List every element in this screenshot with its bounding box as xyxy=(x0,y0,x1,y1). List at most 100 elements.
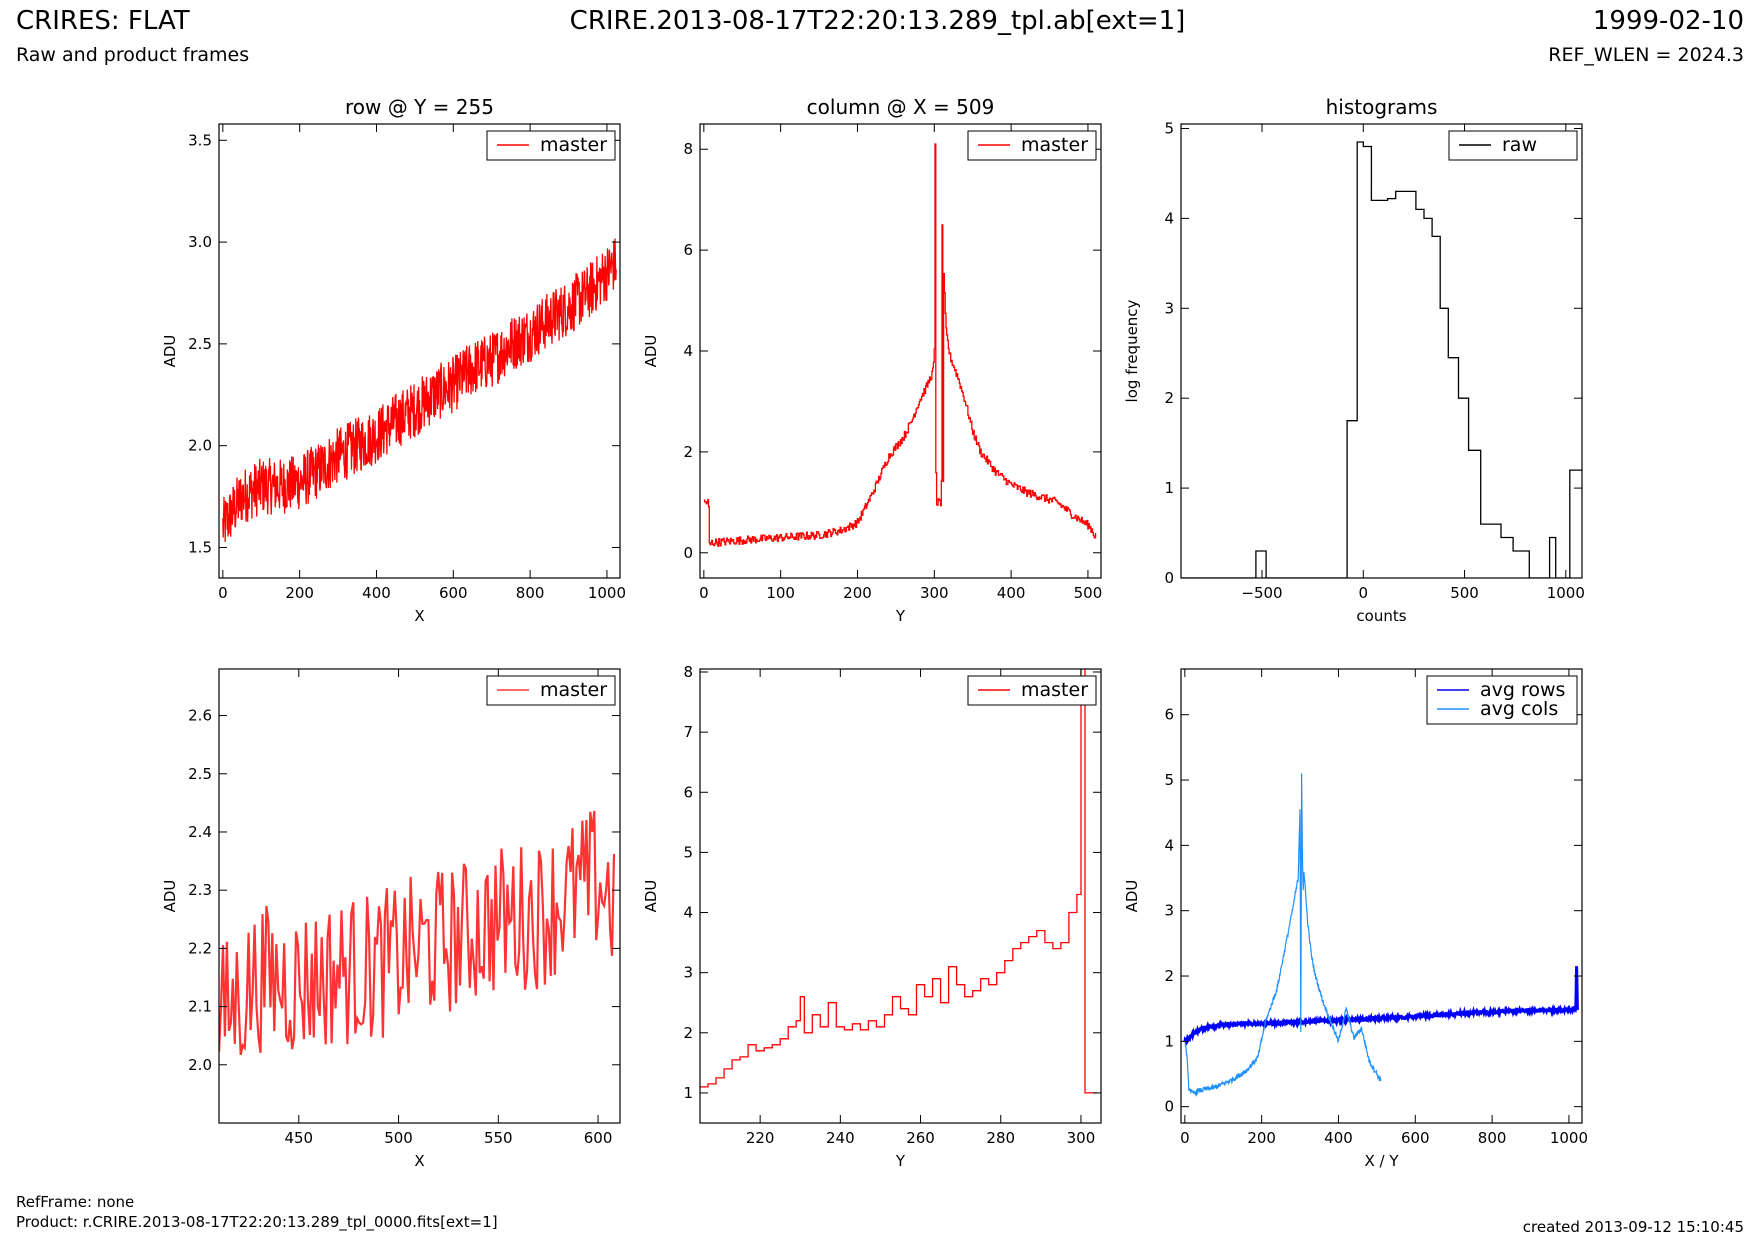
panel-2-xtick-label: 100 xyxy=(766,584,795,602)
panel-5-xtick-label: 280 xyxy=(986,1129,1015,1147)
panel-5-frame xyxy=(699,668,1102,1124)
panel-3-ytick-label: 3 xyxy=(1164,299,1174,317)
panel-1-series-master xyxy=(222,238,617,543)
panel-4-ylabel: ADU xyxy=(161,880,179,913)
panel-6-series-avg-cols xyxy=(1184,773,1382,1098)
panel-3-xtick-label: 500 xyxy=(1450,584,1479,602)
panel-1-legend-label: master xyxy=(540,134,607,156)
panel-6-legend-label: avg cols xyxy=(1480,698,1558,720)
panel-6-ytick-label: 0 xyxy=(1164,1098,1174,1116)
panel-4-series-master xyxy=(219,810,616,1056)
panel-4-xtick-label: 500 xyxy=(384,1129,413,1147)
panel-1-ytick-label: 3.5 xyxy=(188,131,212,149)
panel-6-xtick-label: 600 xyxy=(1401,1129,1430,1147)
panel-3-ytick-label: 0 xyxy=(1164,569,1174,587)
panel-2-frame xyxy=(699,123,1102,579)
panel-4-ytick-label: 2.6 xyxy=(188,707,212,725)
panel-1-ylabel: ADU xyxy=(161,335,179,368)
panel-2-xtick-label: 400 xyxy=(997,584,1026,602)
panel-5-ylabel: ADU xyxy=(642,880,660,913)
panel-4-xtick-label: 600 xyxy=(584,1129,613,1147)
panel-2-ytick-label: 0 xyxy=(683,544,693,562)
panel-2-xtick-label: 0 xyxy=(699,584,709,602)
panel-5-ytick-label: 2 xyxy=(683,1024,693,1042)
panel-6-xtick-label: 1000 xyxy=(1550,1129,1588,1147)
refframe-note: RefFrame: none xyxy=(16,1193,135,1211)
panel-6-ytick-label: 6 xyxy=(1164,706,1174,724)
panel-5-xtick-label: 240 xyxy=(826,1129,855,1147)
panel-5-xtick-label: 220 xyxy=(746,1129,775,1147)
panel-5-xtick-label: 300 xyxy=(1067,1129,1096,1147)
panel-3-ytick-label: 1 xyxy=(1164,479,1174,497)
panel-6-ytick-label: 1 xyxy=(1164,1032,1174,1050)
panel-2-ytick-label: 8 xyxy=(683,140,693,158)
panel-1-ytick-label: 2.0 xyxy=(188,437,212,455)
panel-5-xlabel: Y xyxy=(895,1152,906,1170)
panel-4-ytick-label: 2.4 xyxy=(188,823,212,841)
panel-6-ytick-label: 2 xyxy=(1164,967,1174,985)
panel-5-ytick-label: 6 xyxy=(683,783,693,801)
panel-1-title: row @ Y = 255 xyxy=(345,95,494,119)
panel-1-xtick-label: 200 xyxy=(285,584,314,602)
panel-1-xtick-label: 0 xyxy=(218,584,228,602)
panel-6-xtick-label: 400 xyxy=(1324,1129,1353,1147)
panel-1-ytick-label: 1.5 xyxy=(188,538,212,556)
panel-6-xlabel: X / Y xyxy=(1364,1152,1399,1170)
panel-4-xtick-label: 550 xyxy=(484,1129,513,1147)
panel-3-ytick-label: 2 xyxy=(1164,389,1174,407)
panel-1-ytick-label: 3.0 xyxy=(188,233,212,251)
panel-5-ytick-label: 3 xyxy=(683,964,693,982)
panel-1-xtick-label: 800 xyxy=(516,584,545,602)
panel-5-ytick-label: 7 xyxy=(683,723,693,741)
panel-2-ytick-label: 2 xyxy=(683,443,693,461)
panel-5-xtick-label: 260 xyxy=(906,1129,935,1147)
panel-3-xtick-label: 0 xyxy=(1358,584,1368,602)
panel-5-series-master xyxy=(700,669,1097,1094)
panel-6-ytick-label: 5 xyxy=(1164,771,1174,789)
panel-2-xtick-label: 300 xyxy=(920,584,949,602)
created-timestamp: created 2013-09-12 15:10:45 xyxy=(1522,1218,1744,1236)
panel-4-ytick-label: 2.2 xyxy=(188,939,212,957)
panel-3-ytick-label: 4 xyxy=(1164,209,1174,227)
panel-3-frame xyxy=(1180,123,1583,579)
panel-3-legend-box xyxy=(1448,130,1578,161)
panel-6-xtick-label: 800 xyxy=(1478,1129,1507,1147)
panel-5-ytick-label: 4 xyxy=(683,904,693,922)
panel-3-legend-label: raw xyxy=(1502,134,1537,156)
panel-2-xtick-label: 500 xyxy=(1074,584,1103,602)
panel-6-ylabel: ADU xyxy=(1123,880,1141,913)
product-note: Product: r.CRIRE.2013-08-17T22:20:13.289… xyxy=(16,1213,498,1231)
panel-1-xlabel: X xyxy=(414,607,424,625)
panel-1-xtick-label: 600 xyxy=(439,584,468,602)
panel-6-xtick-label: 200 xyxy=(1247,1129,1276,1147)
panel-2-xtick-label: 200 xyxy=(843,584,872,602)
panel-6-xtick-label: 0 xyxy=(1180,1129,1190,1147)
panel-4-legend-label: master xyxy=(540,679,607,701)
panel-2-legend-label: master xyxy=(1021,134,1088,156)
panel-1-xtick-label: 1000 xyxy=(588,584,626,602)
panel-2-ytick-label: 4 xyxy=(683,342,693,360)
panel-4-xtick-label: 450 xyxy=(284,1129,313,1147)
panel-4-ytick-label: 2.0 xyxy=(188,1056,212,1074)
panel-1-ytick-label: 2.5 xyxy=(188,335,212,353)
panel-6-frame xyxy=(1180,668,1583,1124)
ref-wavelength: REF_WLEN = 2024.3 xyxy=(1548,44,1744,66)
panel-6-series-avg-rows xyxy=(1183,966,1579,1047)
panel-6-legend-label: avg rows xyxy=(1480,679,1565,701)
panel-5-legend-label: master xyxy=(1021,679,1088,701)
panel-1-frame xyxy=(218,123,621,579)
panel-3-xlabel: counts xyxy=(1356,607,1406,625)
panel-1-xtick-label: 400 xyxy=(362,584,391,602)
panel-6-ytick-label: 3 xyxy=(1164,902,1174,920)
observation-date: 1999-02-10 xyxy=(1592,6,1744,36)
panel-2-ytick-label: 6 xyxy=(683,241,693,259)
panel-6-legend-box xyxy=(1426,675,1578,725)
panel-2-title: column @ X = 509 xyxy=(807,95,995,119)
panel-2-xlabel: Y xyxy=(895,607,906,625)
panel-5-ytick-label: 1 xyxy=(683,1084,693,1102)
panel-4-ytick-label: 2.1 xyxy=(188,998,212,1016)
panel-5-ytick-label: 8 xyxy=(683,663,693,681)
panel-3-xtick-label: 1000 xyxy=(1547,584,1585,602)
panel-3-series-raw xyxy=(1181,141,1582,578)
